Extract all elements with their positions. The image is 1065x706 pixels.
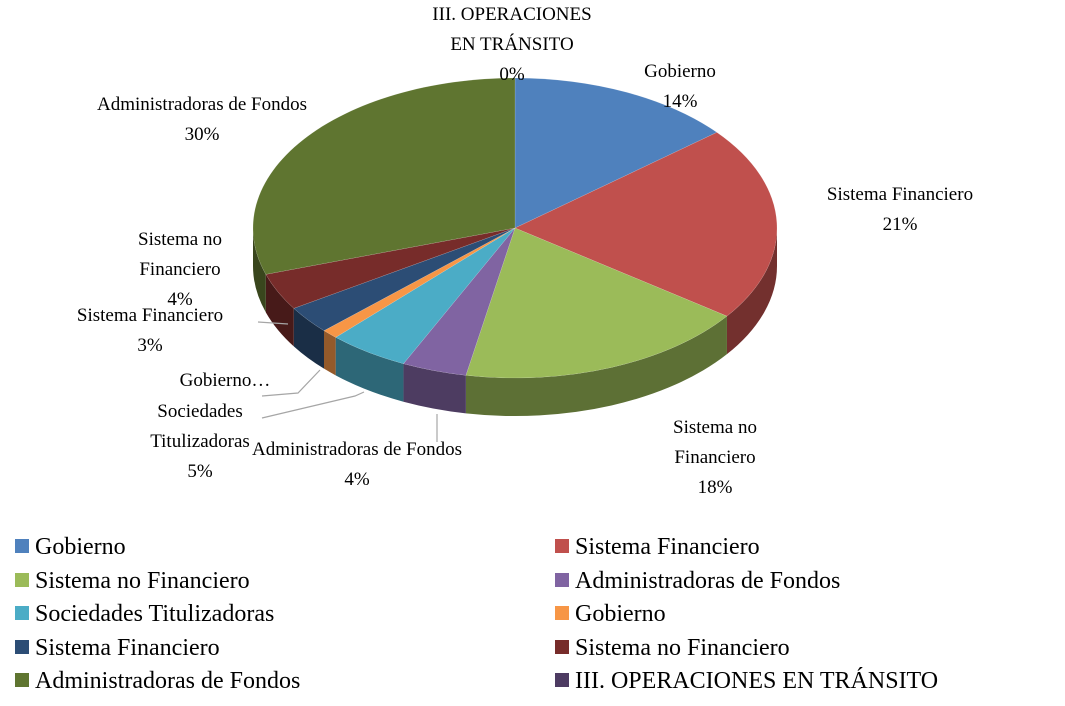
slice-name: Administradoras de Fondos (96, 94, 308, 115)
legend-swatch (15, 572, 29, 587)
data-label: Sistema no Financiero 4% (115, 225, 245, 315)
legend-swatch (555, 606, 569, 620)
slice-name: Sistema no Financiero (138, 229, 222, 280)
legend-item: III. OPERACIONES EN TRÁNSITO (555, 666, 938, 696)
data-label: Sistema Financiero 21% (785, 180, 1015, 240)
slice-name: Administradoras de Fondos (251, 439, 463, 460)
legend-item: Administradoras de Fondos (555, 566, 840, 596)
legend-item: Sistema no Financiero (555, 633, 790, 663)
legend-swatch (15, 539, 29, 553)
slice-name: Sistema Financiero (826, 184, 974, 205)
data-label: Administradoras de Fondos 30% (92, 90, 312, 150)
slice-side (335, 337, 404, 402)
legend-swatch (15, 606, 29, 620)
slice-side (465, 316, 727, 416)
legend-label: Sistema no Financiero (575, 634, 790, 661)
value-label: 4% (344, 469, 370, 490)
slice (514, 77, 718, 229)
legend-label: Gobierno (35, 534, 126, 560)
legend-swatch (15, 673, 29, 687)
slice-name: Gobierno (644, 61, 716, 82)
value-label: 4% (167, 289, 193, 310)
legend-label: Administradoras de Fondos (575, 567, 841, 594)
value-label: 0% (499, 64, 525, 85)
slice-name: Gobierno… (179, 370, 271, 391)
leader-line (257, 321, 289, 325)
slice (265, 227, 516, 309)
legend-swatch (15, 639, 29, 654)
legend-item: Sistema Financiero (15, 633, 220, 663)
slice-side (293, 308, 325, 369)
value-label: 30% (184, 124, 220, 145)
slice-side (726, 228, 777, 355)
slice-name: III. OPERACIONES EN TRÁNSITO (432, 4, 592, 55)
slice-side (324, 330, 336, 376)
value-label: 14% (662, 91, 698, 112)
slice (293, 227, 516, 331)
value-label: 18% (697, 477, 733, 498)
legend-swatch (555, 673, 569, 687)
slice-name: Sociedades Titulizadoras (150, 401, 250, 452)
slice-side (253, 228, 266, 313)
data-label: Sistema no Financiero 18% (645, 413, 785, 503)
legend-label: Sociedades Titulizadoras (35, 601, 275, 627)
legend-swatch (555, 639, 569, 654)
legend-item: Sociedades Titulizadoras (15, 599, 274, 629)
legend-swatch (555, 539, 569, 553)
data-label: Gobierno 14% (620, 57, 740, 117)
slice (403, 227, 516, 376)
value-label: 3% (137, 335, 163, 356)
legend-item: Sistema Financiero (555, 532, 760, 562)
data-label: Gobierno… (155, 366, 295, 396)
data-label: Sistema Financiero 3% (30, 301, 270, 361)
slice (252, 77, 516, 275)
slice (465, 227, 728, 379)
legend-item: Sistema no Financiero (15, 566, 250, 596)
slice (514, 132, 778, 317)
slice-name: Sistema Financiero (76, 305, 224, 326)
leader-line (261, 391, 365, 419)
legend-item: Gobierno (15, 532, 126, 562)
legend-label: Gobierno (575, 601, 666, 627)
legend-label: Administradoras de Fondos (35, 668, 301, 694)
slice (335, 227, 516, 365)
data-label: Sociedades Titulizadoras 5% (130, 397, 270, 487)
legend-item: Administradoras de Fondos (15, 666, 300, 696)
data-label: III. OPERACIONES EN TRÁNSITO 0% (432, 0, 592, 90)
data-label: Administradoras de Fondos 4% (247, 435, 467, 495)
legend-label: III. OPERACIONES EN TRÁNSITO (575, 668, 939, 694)
slice-name: Sistema no Financiero (673, 417, 757, 468)
slice-side (265, 274, 294, 347)
slice-side (403, 363, 466, 414)
value-label: 5% (187, 461, 213, 482)
leader-line (261, 369, 321, 397)
legend-label: Sistema Financiero (575, 534, 760, 560)
legend-item: Gobierno (555, 599, 666, 629)
legend-label: Sistema Financiero (35, 634, 220, 661)
legend-swatch (555, 572, 569, 587)
slice (323, 227, 516, 338)
value-label: 21% (882, 214, 918, 235)
legend-label: Sistema no Financiero (35, 567, 250, 594)
